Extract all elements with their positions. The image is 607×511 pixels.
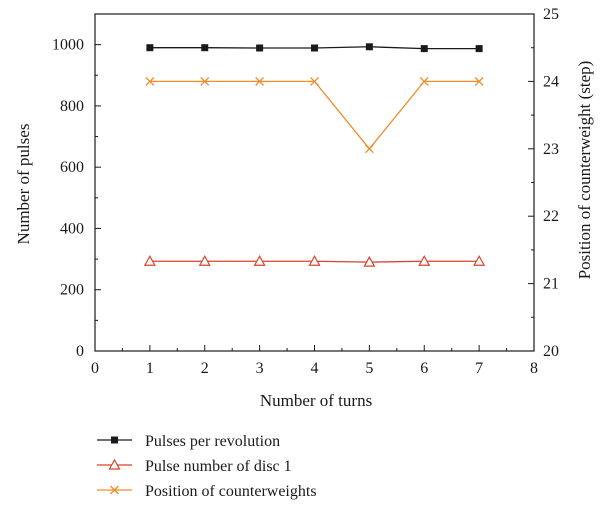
data-point-x-stroke [255, 76, 265, 86]
y2-tick-label: 21 [543, 276, 559, 293]
x-tick-label: 4 [311, 360, 319, 377]
data-point-x-stroke [474, 76, 484, 86]
data-point-triangle [108, 458, 121, 470]
data-point-square [420, 45, 428, 53]
y-tick-label: 1000 [52, 37, 84, 54]
data-point-x-stroke [110, 485, 119, 495]
y2-tick-label: 25 [543, 6, 559, 23]
x-tick-label: 1 [146, 360, 154, 377]
y-tick-label: 800 [60, 98, 84, 115]
y2-tick-label: 23 [543, 141, 559, 158]
data-point-square [256, 44, 264, 52]
data-point-x [255, 76, 265, 86]
legend-item: Position of counterweights [97, 483, 317, 500]
legend-label: Pulse number of disc 1 [145, 458, 292, 475]
x-tick-label: 3 [256, 360, 264, 377]
data-point-x-stroke [145, 76, 155, 86]
y-axis-label: Number of pulses [14, 124, 33, 245]
data-point-square [201, 44, 209, 52]
data-point-x [474, 76, 484, 86]
y2-tick-label: 24 [543, 73, 559, 90]
data-point-triangle [198, 254, 211, 266]
y-tick-label: 0 [76, 343, 84, 360]
data-point-x [200, 76, 210, 86]
data-point-x-stroke [364, 144, 374, 154]
series-line-3 [149, 80, 480, 150]
y-tick-label: 600 [60, 159, 84, 176]
data-point-x-stroke [419, 76, 429, 86]
series-layer [143, 43, 486, 267]
data-point-square [311, 44, 318, 52]
data-point-x-stroke [200, 76, 210, 86]
y2-tick-label: 22 [543, 208, 559, 225]
x-tick-label: 6 [420, 360, 428, 377]
x-tick-label: 2 [201, 360, 209, 377]
data-point-x [145, 76, 155, 86]
data-point-triangle [143, 254, 156, 266]
data-point-square [475, 45, 483, 53]
x-tick-label: 8 [530, 360, 538, 377]
data-point-triangle [308, 254, 321, 266]
y2-tick-label: 20 [543, 343, 559, 360]
data-point-x [419, 76, 429, 86]
data-point-triangle [418, 254, 431, 266]
legend-label: Position of counterweights [145, 483, 317, 500]
x-tick-label: 5 [365, 360, 373, 377]
legend: Pulses per revolution Pulse number of dis… [97, 433, 317, 500]
y-tick-label: 400 [60, 220, 84, 237]
x-axis-label: Number of turns [260, 391, 372, 410]
data-point-x-stroke [310, 76, 319, 86]
data-point-square [365, 43, 373, 51]
x-tick-label: 7 [475, 360, 483, 377]
legend-item: Pulses per revolution [97, 433, 280, 450]
data-point-triangle [363, 255, 376, 267]
data-point-x [310, 76, 319, 86]
data-point-triangle [253, 254, 266, 266]
y-tick-label: 200 [60, 282, 84, 299]
data-point-x [110, 485, 119, 495]
legend-label: Pulses per revolution [145, 433, 280, 450]
data-point-triangle [473, 254, 486, 266]
plot-frame [94, 13, 535, 352]
y2-axis-label: Position of counterweight (step) [575, 61, 594, 280]
legend-item: Pulse number of disc 1 [97, 458, 292, 475]
data-point-square [146, 44, 154, 52]
data-point-square [111, 436, 118, 444]
data-point-x [364, 144, 374, 154]
x-tick-label: 0 [91, 360, 99, 377]
